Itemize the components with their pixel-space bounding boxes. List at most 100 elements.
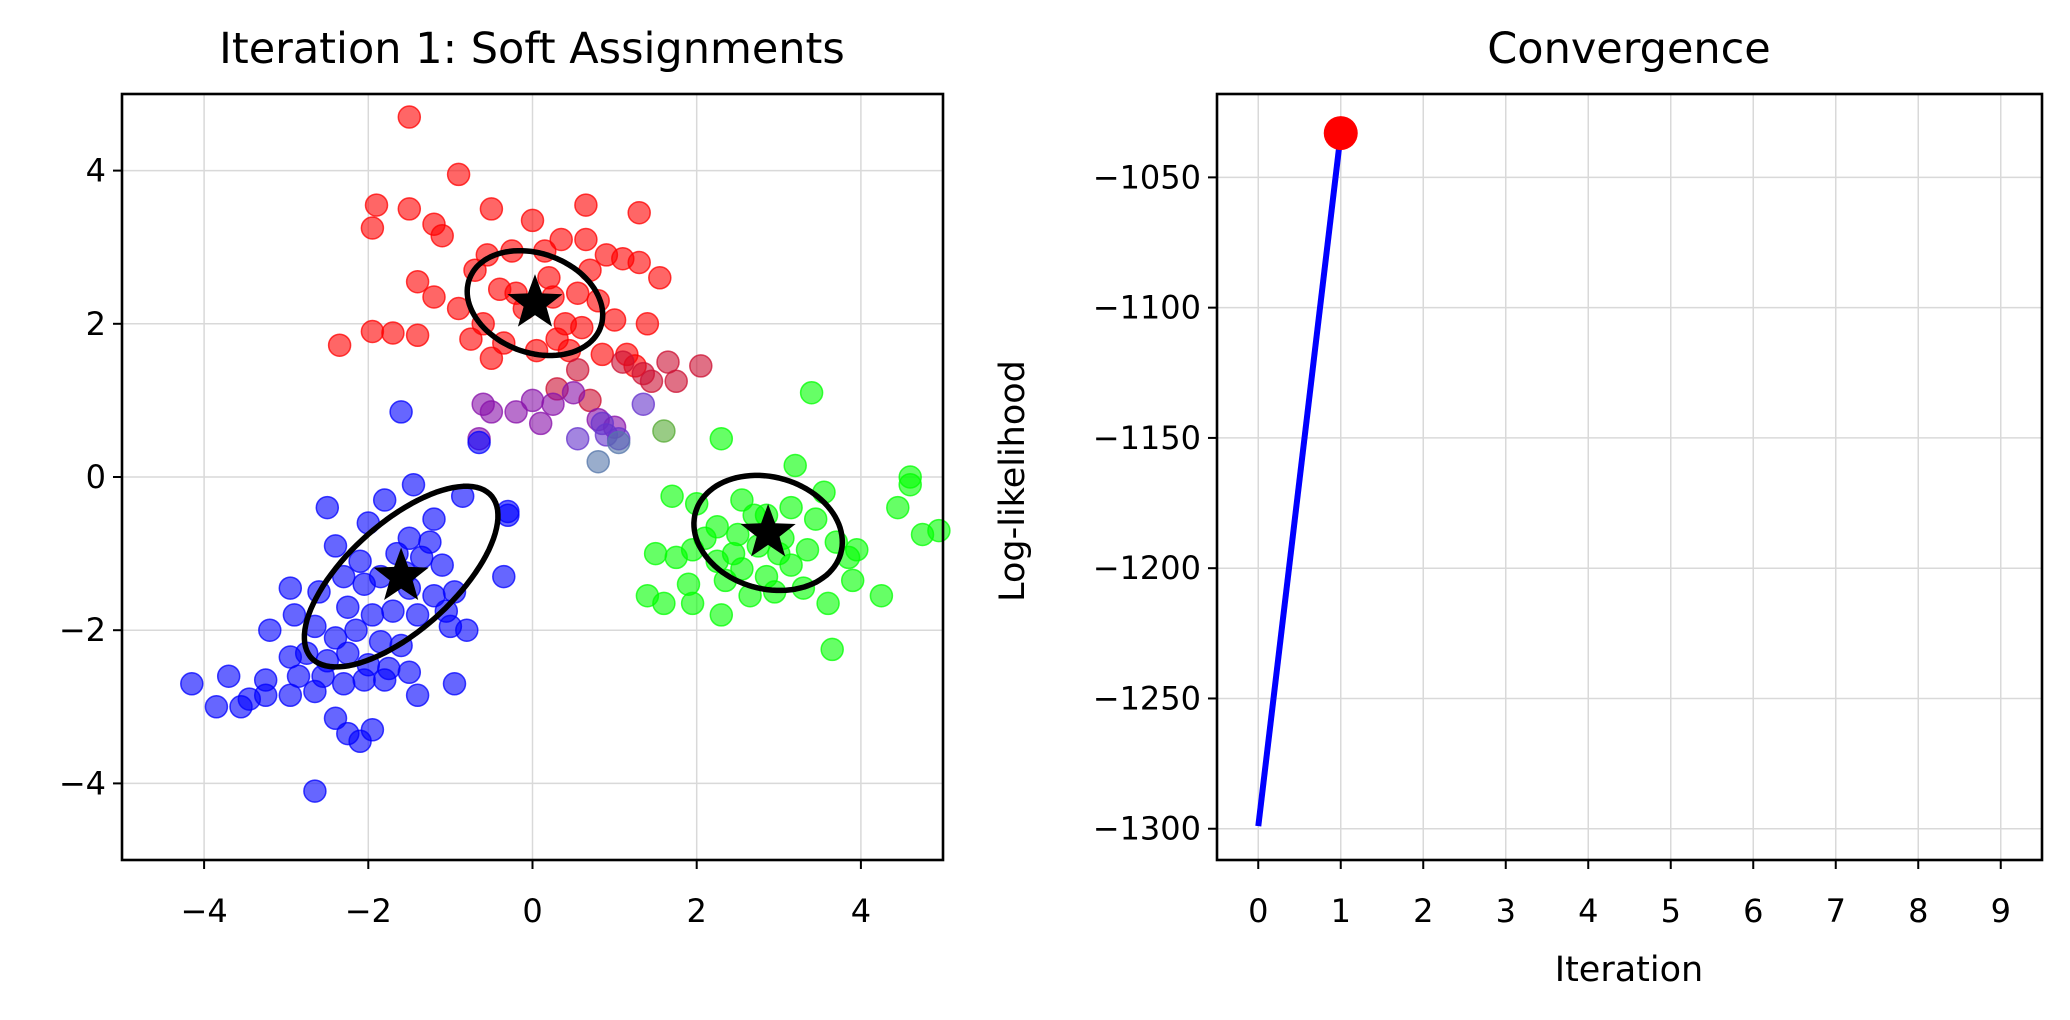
scatter-point — [652, 419, 676, 443]
scatter-x-tick-label: 4 — [851, 892, 871, 930]
scatter-y-tick-label: 4 — [86, 152, 106, 190]
scatter-x-tick-label: −4 — [181, 892, 228, 930]
scatter-point — [869, 583, 894, 608]
scatter-point — [565, 426, 590, 451]
convergence-x-tick-label: 9 — [1991, 892, 2011, 930]
scatter-point — [680, 591, 705, 616]
scatter-point — [438, 614, 463, 639]
scatter-point — [204, 695, 229, 719]
convergence-y-tick-label: −1250 — [1093, 679, 1201, 717]
scatter-point — [730, 488, 754, 512]
scatter-panel: Iteration 1: Soft Assignments −4 −2 0 2 4−4−… — [59, 24, 951, 930]
log-likelihood-line — [1255, 132, 1344, 827]
scatter-point — [352, 572, 376, 596]
scatter-point — [405, 603, 430, 627]
scatter-point — [364, 193, 389, 217]
scatter-point — [282, 603, 307, 627]
covariance-ellipse — [301, 483, 501, 670]
convergence-frame — [1215, 92, 2044, 862]
scatter-point — [840, 568, 865, 593]
scatter-point — [541, 392, 565, 416]
scatter-point — [303, 779, 327, 803]
scatter-point — [360, 718, 385, 742]
scatter-point — [594, 243, 619, 267]
scatter-point — [327, 333, 352, 357]
scatter-point — [652, 591, 676, 616]
scatter-point — [574, 227, 598, 252]
convergence-xlabel: Iteration — [1555, 950, 1703, 990]
scatter-point — [479, 400, 504, 424]
convergence-x-tick-label: 8 — [1908, 892, 1928, 930]
convergence-x-tick-label: 0 — [1248, 892, 1268, 930]
scatter-point — [372, 488, 397, 512]
convergence-line — [1255, 116, 1358, 827]
scatter-ticks: −4 −2 0 2 4 −4 −2 0 2 4 — [59, 152, 871, 930]
scatter-point — [303, 679, 327, 704]
scatter-point — [631, 392, 656, 416]
scatter-point — [446, 162, 471, 187]
scatter-point — [323, 706, 348, 731]
scatter-point — [405, 269, 430, 294]
scatter-point — [278, 576, 303, 600]
convergence-x-tick-label: 1 — [1331, 892, 1351, 930]
scatter-x-tick-label: 2 — [687, 892, 707, 930]
cluster-center-star — [373, 547, 429, 600]
convergence-ticks: 0 1 2 3 4 5 6 7 8 9 −1050 −1100 −1150 −1200 −1250 −1300 — [1093, 158, 2011, 930]
scatter-point — [520, 208, 545, 233]
convergence-x-tick-label: 6 — [1743, 892, 1763, 930]
scatter-point — [229, 695, 253, 719]
scatter-point — [606, 430, 631, 455]
scatter-point — [709, 603, 734, 627]
scatter-point — [602, 308, 627, 332]
convergence-x-tick-label: 4 — [1578, 892, 1598, 930]
scatter-point — [803, 507, 828, 531]
scatter-point — [180, 672, 204, 696]
scatter-x-tick-label: −2 — [345, 892, 392, 930]
convergence-y-tick-label: −1200 — [1093, 549, 1201, 587]
convergence-y-tick-label: −1150 — [1093, 419, 1201, 457]
scatter-point — [467, 430, 491, 455]
covariance-ellipse — [691, 472, 846, 594]
scatter-y-tick-label: −4 — [59, 764, 106, 802]
scatter-point — [709, 426, 734, 451]
scatter-point — [381, 599, 405, 623]
scatter-point — [336, 641, 360, 665]
scatter-point — [795, 538, 820, 562]
scatter-point — [492, 564, 516, 589]
scatter-point — [331, 672, 356, 696]
scatter-point — [779, 495, 803, 520]
scatter-point — [442, 672, 467, 696]
scatter-point — [397, 105, 422, 129]
scatter-point — [504, 400, 528, 424]
scatter-point — [405, 323, 430, 348]
scatter-centers — [373, 274, 796, 600]
convergence-y-tick-label: −1100 — [1093, 289, 1201, 327]
scatter-point — [586, 449, 610, 474]
convergence-x-tick-label: 3 — [1496, 892, 1516, 930]
convergence-x-tick-label: 2 — [1413, 892, 1433, 930]
scatter-point — [418, 530, 442, 554]
scatter-point — [323, 626, 348, 650]
scatter-point — [397, 197, 422, 221]
scatter-point — [360, 216, 385, 240]
cluster-center-star — [740, 503, 796, 557]
scatter-point — [352, 668, 376, 692]
scatter-point — [820, 637, 844, 662]
convergence-x-tick-label: 7 — [1826, 892, 1846, 930]
scatter-point — [537, 266, 561, 290]
scatter-point — [574, 193, 598, 217]
scatter-point — [689, 354, 713, 378]
scatter-point — [405, 683, 430, 708]
scatter-y-tick-label: 2 — [86, 305, 106, 343]
current-iteration-marker — [1323, 116, 1358, 151]
scatter-point — [648, 266, 672, 290]
scatter-point — [635, 312, 660, 336]
convergence-x-tick-label: 5 — [1661, 892, 1681, 930]
scatter-title: Iteration 1: Soft Assignments — [219, 24, 845, 74]
scatter-point — [278, 683, 303, 708]
scatter-point — [422, 507, 446, 531]
scatter-point — [323, 534, 348, 558]
scatter-point — [927, 518, 951, 543]
